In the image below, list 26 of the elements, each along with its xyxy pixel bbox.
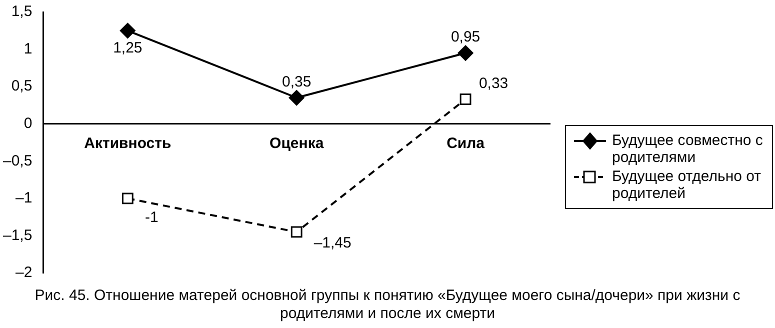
y-tick-label: 1	[24, 40, 32, 58]
point	[458, 45, 474, 61]
y-tick-label: –1,5	[2, 226, 32, 244]
text: Рис. 45. Отношение матерей основной группы к понятию «Будущее моего сына/дочери» при жизни с родителями и после их смерти	[34, 287, 742, 323]
point	[460, 94, 472, 105]
legend-label: Будущее отдельно от родителей	[612, 168, 762, 202]
y-tick-label: –0,5	[2, 152, 32, 170]
data-label: 0,95	[450, 28, 480, 46]
y-tick-label: –2	[16, 264, 32, 282]
data-label: –1,45	[314, 234, 352, 252]
point	[288, 90, 304, 106]
data-label: 0,35	[282, 73, 312, 90]
point	[122, 192, 134, 204]
y-tick-label: –1	[16, 190, 32, 207]
y-tick-label: 1,5	[11, 3, 32, 20]
y-tick-label: 0,5	[11, 78, 32, 95]
x-tick-label: Активность	[84, 135, 172, 152]
data-label: -1	[144, 209, 158, 226]
point	[290, 226, 302, 238]
data-label: 1,25	[113, 39, 142, 56]
data-label: 0,33	[478, 74, 508, 92]
x-tick-label: Оценка	[270, 135, 324, 152]
y-tick-label: 0	[24, 115, 32, 132]
point	[120, 22, 136, 38]
x-tick-label: Сила	[446, 135, 486, 152]
legend-label: Будущее совместно с родителями	[612, 132, 764, 166]
